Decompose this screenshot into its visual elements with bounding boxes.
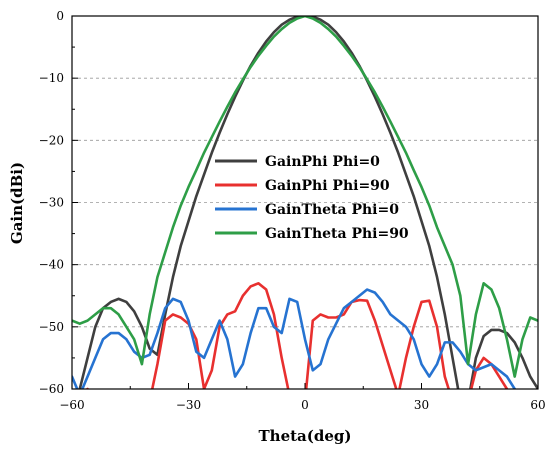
x-tick-label: 60 bbox=[530, 398, 545, 412]
legend-label: GainTheta Phi=0 bbox=[265, 202, 399, 218]
y-tick-label: −20 bbox=[39, 133, 64, 147]
x-axis-title: Theta(deg) bbox=[259, 427, 352, 445]
x-tick-labels: −60 −30 0 30 60 bbox=[59, 398, 545, 412]
y-axis-title: Gain(dBi) bbox=[8, 162, 26, 244]
legend: GainPhi Phi=0 GainPhi Phi=90 GainTheta Phi… bbox=[215, 154, 409, 242]
y-tick-label: 0 bbox=[56, 9, 64, 23]
series-layer bbox=[72, 16, 538, 389]
y-tick-labels: 0 −10 −20 −30 −40 −50 −60 bbox=[39, 9, 64, 396]
x-tick-label: 30 bbox=[414, 398, 429, 412]
y-tick-label: −10 bbox=[39, 71, 64, 85]
x-tick-label: −30 bbox=[176, 398, 201, 412]
series-line-3 bbox=[72, 288, 517, 389]
axis-ticks bbox=[71, 15, 539, 390]
x-tick-label: 0 bbox=[301, 398, 309, 412]
legend-label: GainTheta Phi=90 bbox=[265, 226, 409, 242]
y-tick-label: −40 bbox=[39, 258, 64, 272]
legend-label: GainPhi Phi=0 bbox=[265, 154, 380, 170]
series-line-4 bbox=[72, 16, 538, 378]
y-tick-label: −60 bbox=[39, 382, 64, 396]
legend-label: GainPhi Phi=90 bbox=[265, 178, 390, 194]
y-tick-label: −50 bbox=[39, 320, 64, 334]
y-tick-label: −30 bbox=[39, 196, 64, 210]
x-tick-label: −60 bbox=[59, 398, 84, 412]
series-line-1 bbox=[78, 16, 538, 389]
